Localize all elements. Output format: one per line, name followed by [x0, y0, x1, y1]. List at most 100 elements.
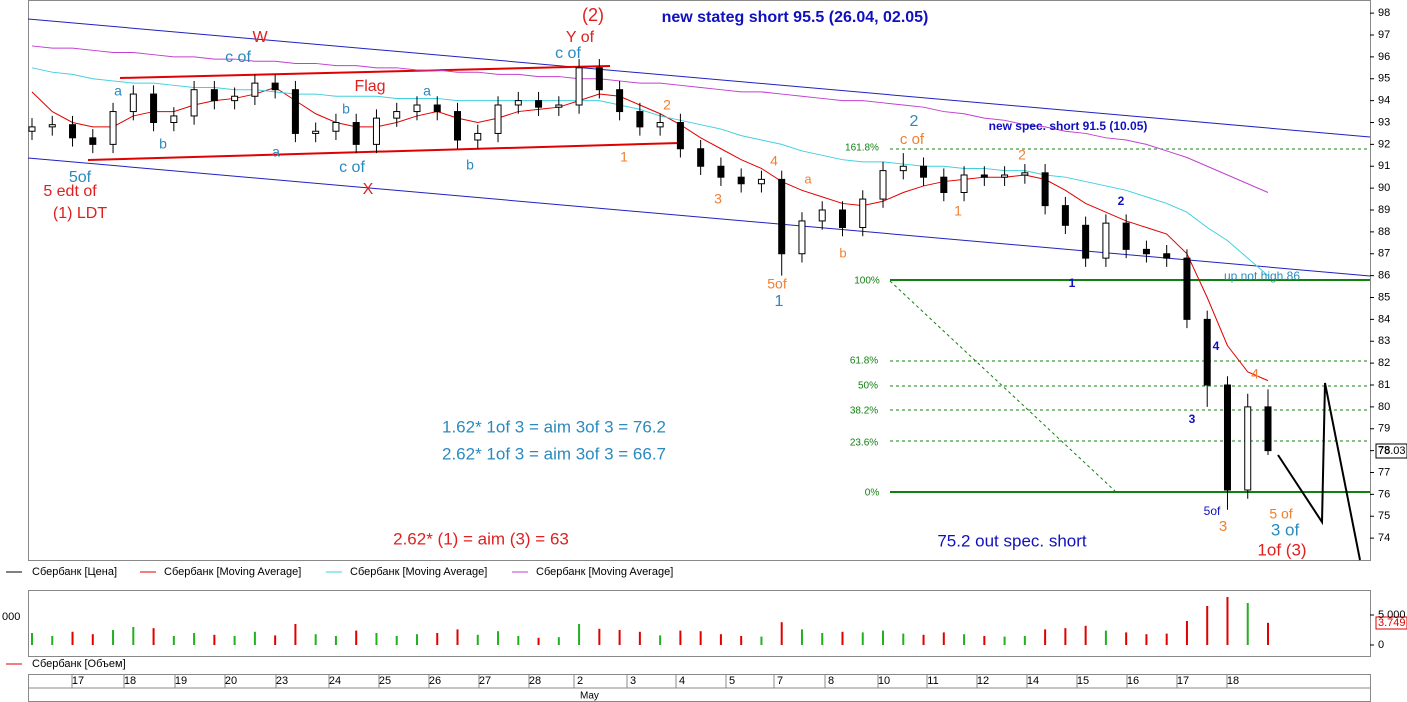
annotation: c of — [339, 159, 365, 176]
candle-body — [1203, 318, 1211, 386]
candle-body — [190, 89, 198, 117]
date-label: 16 — [1127, 675, 1139, 687]
volume-bar — [476, 634, 479, 645]
channel-upper — [27, 18, 1371, 138]
annotation: 2 — [910, 113, 919, 130]
last-volume-box — [1375, 616, 1407, 630]
volume-bar — [1226, 597, 1229, 645]
date-label: 25 — [379, 675, 391, 687]
y-tick-label: 84 — [1378, 313, 1390, 325]
flag-upper — [119, 65, 611, 79]
month-label: May — [580, 691, 599, 702]
candle-body — [1041, 172, 1049, 207]
volume-bar — [719, 634, 722, 645]
y-tick-label: 87 — [1378, 248, 1390, 260]
volume-bar — [112, 630, 115, 645]
candle-body — [1264, 406, 1272, 452]
date-label: 18 — [124, 675, 136, 687]
price-panel — [28, 0, 1371, 561]
volume-bar — [172, 636, 175, 645]
annotation: a — [804, 171, 812, 186]
y-tick-label: 81 — [1378, 379, 1390, 391]
candle-body — [474, 132, 482, 141]
annotation: b — [342, 101, 350, 117]
volume-panel — [28, 590, 1371, 657]
volume-bar — [598, 628, 601, 645]
date-label: 4 — [679, 675, 685, 687]
moving-average — [31, 45, 1269, 193]
candle-body — [170, 115, 178, 123]
candle-body — [616, 89, 624, 113]
volume-bar — [659, 635, 662, 645]
y-tick-label: 88 — [1378, 226, 1390, 238]
y-tick-label: 90 — [1378, 182, 1390, 194]
candle-body — [393, 111, 401, 119]
candle-body — [798, 220, 806, 255]
volume-bar — [578, 624, 581, 645]
last-price-box — [1375, 443, 1407, 459]
volume-bar — [31, 633, 33, 645]
annotation: 5 edt of — [43, 183, 97, 200]
annotation: 0% — [865, 488, 880, 499]
date-label: 18 — [1227, 675, 1239, 687]
flag-lower — [87, 142, 681, 161]
date-label: 12 — [977, 675, 989, 687]
date-label: 5 — [729, 675, 735, 687]
y-tick-label: 93 — [1378, 116, 1390, 128]
volume-bar — [963, 634, 966, 645]
candle-body — [1122, 222, 1130, 250]
date-label: 10 — [878, 675, 890, 687]
y-tick-label: 96 — [1378, 51, 1390, 63]
last-volume-label: 3.749 — [1378, 617, 1406, 629]
annotation: 100% — [854, 276, 880, 287]
volume-bar — [355, 630, 358, 645]
annotation: 1 — [775, 293, 784, 310]
date-label: 26 — [429, 675, 441, 687]
y-tick-label: 80 — [1378, 401, 1390, 413]
annotation: W — [252, 29, 268, 46]
annotation: b — [466, 157, 474, 173]
annotation: c of — [225, 49, 251, 66]
volume-bar — [861, 632, 864, 645]
annotation: X — [363, 181, 374, 198]
candle-body — [454, 111, 462, 141]
candle-body — [48, 124, 56, 128]
legend-entry: Сбербанк [Moving Average] — [350, 566, 487, 578]
annotation: Y of — [566, 29, 595, 46]
annotation: 4 — [770, 153, 778, 169]
volume-bar — [456, 629, 459, 645]
candle-body — [332, 122, 340, 132]
y-tick-label: 97 — [1378, 29, 1390, 41]
annotation: (2) — [582, 5, 604, 25]
volume-bar — [71, 631, 74, 645]
y-tick-label: 86 — [1378, 270, 1390, 282]
annotation: c of — [555, 45, 581, 62]
candle-body — [271, 82, 279, 91]
fib-levels — [889, 148, 1370, 492]
volume-bar — [1104, 630, 1107, 645]
candle-body — [514, 100, 522, 106]
volume-bar — [1044, 629, 1047, 645]
annotation: 1of (3) — [1257, 540, 1306, 559]
volume-bar — [253, 631, 256, 645]
candle-body — [1001, 174, 1009, 178]
moving-average — [31, 67, 1269, 277]
candle-body — [778, 178, 786, 255]
annotation: 2.62* (1) = aim (3) = 63 — [393, 529, 569, 548]
volume-bar — [841, 631, 844, 645]
y-tick-label: 94 — [1378, 95, 1390, 107]
volume-bar — [699, 631, 702, 645]
candle-body — [413, 104, 421, 113]
candle-body — [595, 67, 603, 91]
candle-body — [555, 104, 563, 108]
candle-body — [1082, 224, 1090, 259]
volume-bar — [1185, 621, 1188, 645]
candle-body — [859, 198, 867, 228]
annotation: 3 — [1219, 518, 1227, 535]
annotation: 1.62* 1of 3 = aim 3of 3 = 76.2 — [442, 417, 666, 436]
annotation: new spec. short 91.5 (10.05) — [989, 119, 1148, 133]
candle-body — [980, 174, 988, 178]
date-label: 7 — [777, 675, 783, 687]
annotation: 5of — [1204, 504, 1221, 518]
